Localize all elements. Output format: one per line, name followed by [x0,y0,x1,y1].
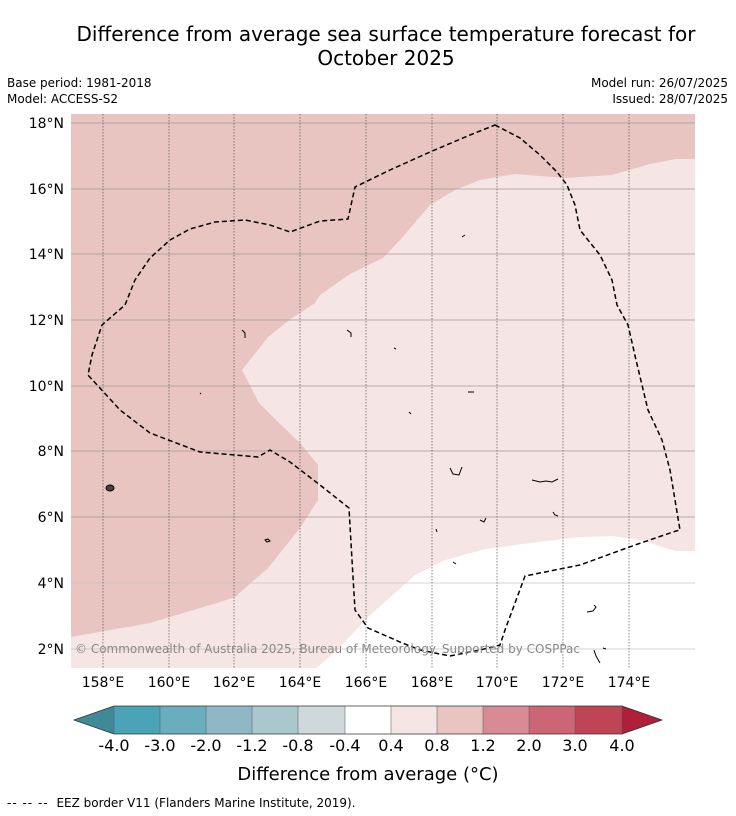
run-info: Model run: 26/07/2025 Issued: 28/07/2025 [591,75,728,107]
lon-label: 160°E [148,675,191,691]
lon-label: 166°E [345,675,388,691]
lat-label: 18°N [29,116,64,132]
island [346,329,352,337]
colorbar-tick-label: 3.0 [562,736,587,755]
lon-label: 162°E [213,675,256,691]
island [408,411,412,415]
colorbar-extension-low [74,706,114,734]
colorbar [72,705,664,735]
latitude-labels: 18°N 16°N 14°N 12°N 10°N 8°N 6°N 4°N 2°N [29,116,64,658]
colorbar-tick-label: -1.2 [236,736,267,755]
lon-label: 170°E [476,675,519,691]
colorbar-segment [345,706,391,734]
colorbar-segment [529,706,575,734]
colorbar-extension-high [622,706,662,734]
anomaly-band-neutral [316,536,695,668]
anomaly-field [71,114,695,668]
lon-label: 168°E [411,675,454,691]
model-info: Base period: 1981-2018 Model: ACCESS-S2 [7,75,152,107]
island [435,528,438,533]
colorbar-tick-label: -2.0 [190,736,221,755]
title-line-1: Difference from average sea surface temp… [76,22,696,46]
island [452,561,457,565]
colorbar-segment [575,706,622,734]
island [449,466,463,476]
lon-label: 172°E [542,675,585,691]
island [552,511,559,517]
island [105,484,115,492]
colorbar-segment [437,706,483,734]
lat-label: 12°N [29,313,64,329]
colorbar-segment [298,706,345,734]
eez-line-sample: -- -- -- [7,796,49,810]
lon-label: 164°E [279,675,322,691]
colorbar-tick-label: 0.4 [378,736,403,755]
islands [105,234,607,664]
island [241,329,246,338]
island [531,478,559,483]
colorbar-segment [160,706,206,734]
island [264,538,271,543]
colorbar-segment [206,706,252,734]
colorbar-tick-label: 0.8 [424,736,449,755]
issued-date: Issued: 28/07/2025 [612,92,728,106]
island [593,649,601,664]
colorbar-segment [483,706,529,734]
copyright-text: © Commonwealth of Australia 2025, Bureau… [75,642,580,656]
model-run-date: Model run: 26/07/2025 [590,76,728,90]
colorbar-tick-label: 2.0 [516,736,541,755]
latitude-gridlines [71,122,695,650]
colorbar-tick-label: -0.4 [329,736,360,755]
colorbar-tick-label: -4.0 [98,736,129,755]
lat-label: 4°N [38,576,64,592]
model-name: Model: ACCESS-S2 [7,92,119,106]
anomaly-band-0.4-0.8 [71,159,695,668]
colorbar-segment [391,706,437,734]
colorbar-segment [252,706,298,734]
colorbar-tick-label: 4.0 [609,736,634,755]
longitude-gridlines [102,114,630,668]
eez-legend-text: EEZ border V11 (Flanders Marine Institut… [56,796,356,810]
island [479,517,487,523]
island [393,347,397,350]
base-period: Base period: 1981-2018 [7,76,152,90]
colorbar-tick-label: -3.0 [144,736,175,755]
lat-label: 10°N [29,379,64,395]
colorbar-tick-label: 1.2 [470,736,495,755]
lat-label: 8°N [38,444,64,460]
title-line-2: October 2025 [317,46,455,70]
colorbar-segment [114,706,160,734]
island [199,392,202,395]
lat-label: 14°N [29,247,64,263]
colorbar-label: Difference from average (°C) [237,764,498,785]
longitude-labels: 158°E 160°E 162°E 164°E 166°E 168°E 170°… [82,675,651,691]
island [586,604,597,613]
lat-label: 6°N [38,510,64,526]
lon-label: 158°E [82,675,125,691]
map-title: Difference from average sea surface temp… [40,22,732,70]
lat-label: 16°N [29,182,64,198]
colorbar-tick-labels: -4.0 -3.0 -2.0 -1.2 -0.8 -0.4 0.4 0.8 1.2 2.0 3.0 4… [98,736,634,755]
colorbar-tick-label: -0.8 [282,736,313,755]
lat-label: 2°N [38,642,64,658]
lon-label: 174°E [608,675,651,691]
island [461,234,466,238]
eez-legend: -- -- -- EEZ border V11 (Flanders Marine… [7,796,356,810]
eez-border [87,124,681,657]
island [602,647,607,650]
